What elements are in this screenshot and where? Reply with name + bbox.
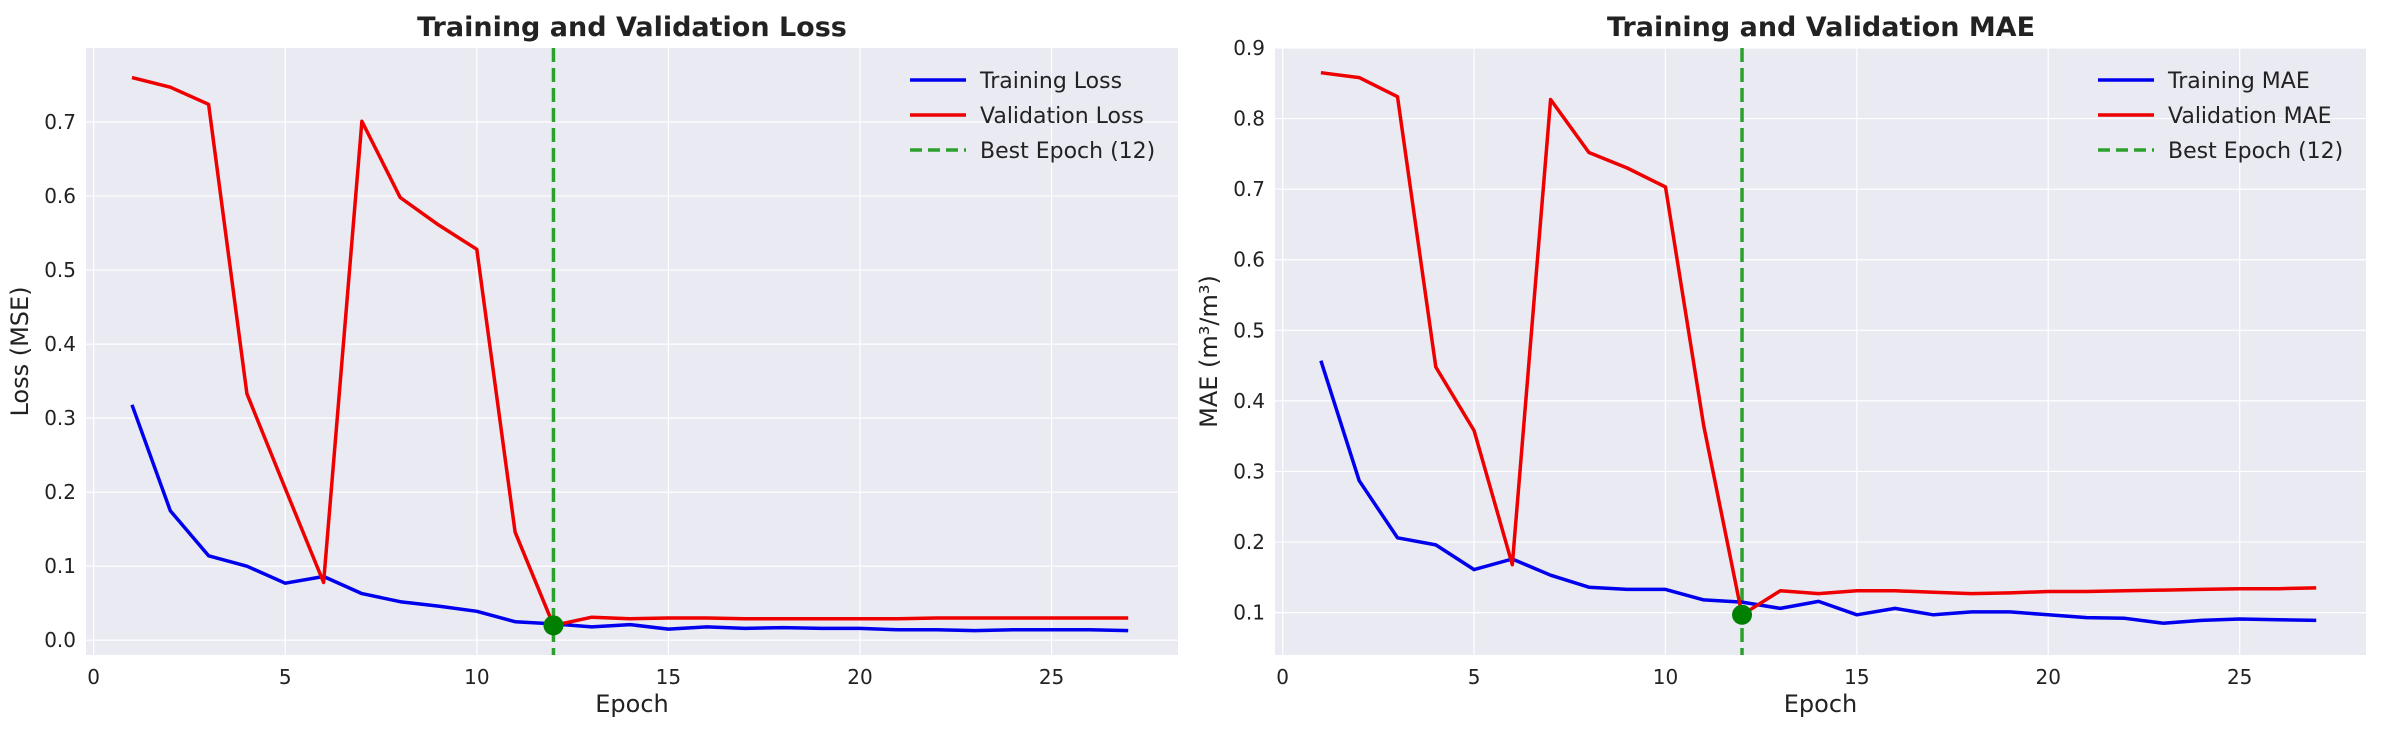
loss-x-tick-label: 15 [656,665,681,689]
mae-y-tick-label: 0.9 [1233,36,1265,60]
mae-x-tick-label: 20 [2036,665,2061,689]
loss-plot-area [86,48,1178,655]
loss-legend-label-training: Training Loss [979,69,1122,94]
loss-y-tick-label: 0.0 [44,628,76,652]
mae-legend-label-validation: Validation MAE [2168,104,2332,129]
mae-best-epoch-marker [1732,604,1753,625]
loss-x-tick-label: 20 [847,665,872,689]
loss-y-tick-label: 0.5 [44,258,76,282]
loss-legend-label-validation: Validation Loss [980,104,1144,129]
mae-x-tick-label: 5 [1468,665,1481,689]
mae-y-tick-label: 0.3 [1233,459,1265,483]
mae-y-tick-label: 0.7 [1233,177,1265,201]
mae-x-axis-label: Epoch [1784,690,1858,718]
mae-x-tick-label: 25 [2227,665,2252,689]
loss-chart-title: Training and Validation Loss [417,12,847,43]
mae-y-tick-label: 0.1 [1233,601,1265,625]
mae-series-line-training [1319,360,2317,625]
loss-x-tick-label: 25 [1039,665,1064,689]
loss-legend: Training Loss Validation Loss Best Epoch (… [910,69,1155,164]
loss-y-axis-label: Loss (MSE) [6,286,34,416]
mae-x-tick-label: 10 [1653,665,1678,689]
loss-x-axis-label: Epoch [595,690,669,718]
loss-y-tick-label: 0.3 [44,406,76,430]
loss-y-tick-label: 0.1 [44,554,76,578]
loss-x-tick-label: 10 [464,665,489,689]
mae-plot-area [1275,48,2366,655]
loss-x-tick-label: 5 [279,665,292,689]
loss-y-tick-label: 0.7 [44,110,76,134]
loss-y-tick-label: 0.4 [44,332,76,356]
loss-x-tick-label: 0 [87,665,100,689]
mae-x-tick-label: 0 [1276,665,1289,689]
mae-legend: Training MAE Validation MAE Best Epoch (12… [2098,69,2343,164]
mae-y-tick-label: 0.4 [1233,389,1265,413]
mae-y-tick-label: 0.5 [1233,318,1265,342]
loss-y-tick-label: 0.2 [44,480,76,504]
mae-y-tick-label: 0.6 [1233,248,1265,272]
loss-best-epoch-marker [543,615,564,636]
mae-y-tick-label: 0.8 [1233,107,1265,131]
mae-chart-title: Training and Validation MAE [1607,12,2035,43]
mae-y-axis-label: MAE (m³/m³) [1195,275,1223,428]
loss-legend-label-best-epoch: Best Epoch (12) [980,139,1155,164]
loss-series-line-training [130,404,1129,633]
mae-legend-label-training: Training MAE [2167,69,2310,94]
loss-series-line-validation [131,75,1129,628]
loss-chart-panel: 0 5 10 15 20 25 0.0 0.1 0.2 0.3 0.4 0.5 0.6 0.7 Traini… [6,12,1178,718]
mae-chart-panel: 0 5 10 15 20 25 0.1 0.2 0.3 0.4 0.5 0.6 0.7 0.8 0.9 Tra… [1195,12,2366,718]
mae-x-tick-label: 15 [1844,665,1869,689]
mae-series-line-validation [1320,70,2317,617]
mae-y-tick-label: 0.2 [1233,530,1265,554]
mae-legend-label-best-epoch: Best Epoch (12) [2168,139,2343,164]
loss-y-tick-label: 0.6 [44,184,76,208]
